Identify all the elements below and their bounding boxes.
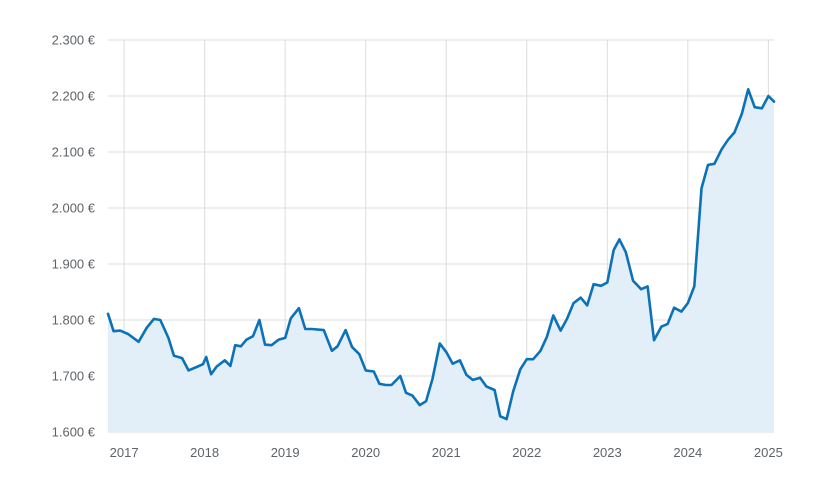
y-tick-label: 1.700 € [52, 369, 96, 384]
y-tick-label: 2.100 € [52, 145, 96, 160]
price-line [106, 88, 776, 421]
x-tick-label: 2022 [512, 445, 541, 460]
y-axis: 1.600 € 1.700 € 1.800 € 1.900 € 2.000 € 2.100… [52, 33, 96, 440]
y-tick-label: 1.800 € [52, 313, 96, 328]
price-line-layer [106, 88, 776, 421]
area-fill [108, 89, 774, 433]
x-tick-label: 2020 [351, 445, 380, 460]
x-tick-label: 2025 [754, 445, 783, 460]
y-tick-label: 1.900 € [52, 257, 96, 272]
x-tick-label: 2017 [110, 445, 139, 460]
x-tick-label: 2023 [593, 445, 622, 460]
area-fill-layer [108, 89, 774, 433]
x-tick-label: 2018 [190, 445, 219, 460]
x-tick-label: 2024 [673, 445, 702, 460]
y-tick-label: 1.600 € [52, 425, 96, 440]
x-tick-label: 2019 [271, 445, 300, 460]
y-tick-label: 2.000 € [52, 201, 96, 216]
x-axis: 2017 2018 2019 2020 2021 2022 2023 2024 2025 [110, 445, 783, 460]
x-tick-label: 2021 [432, 445, 461, 460]
y-tick-label: 2.300 € [52, 33, 96, 48]
y-tick-label: 2.200 € [52, 89, 96, 104]
